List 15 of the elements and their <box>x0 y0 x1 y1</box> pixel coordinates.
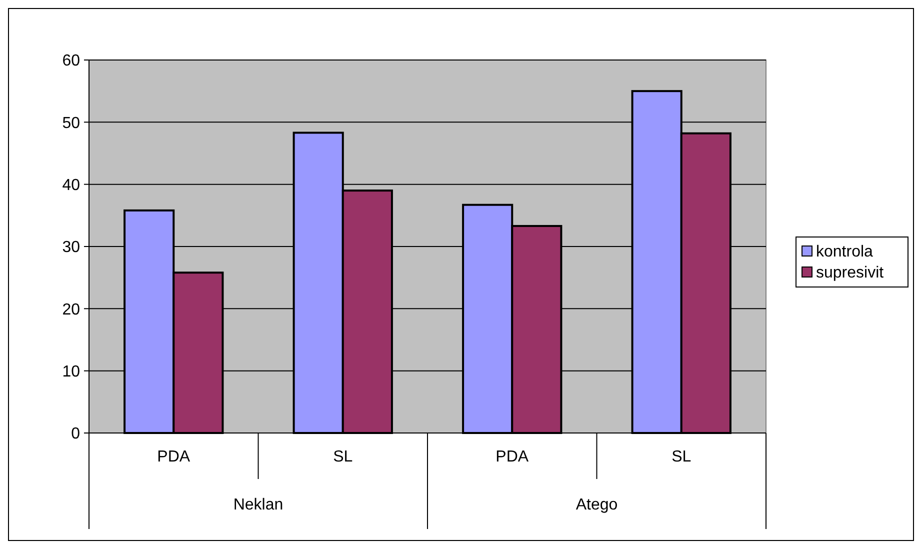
y-tick-label: 60 <box>62 52 80 70</box>
x-tick-label: SL <box>333 448 353 466</box>
text: Atego <box>576 496 618 514</box>
x-tick-label: SL <box>672 448 692 466</box>
y-tick-label: 10 <box>62 363 80 380</box>
y-tick-label: 50 <box>62 114 80 132</box>
y-tick-label: 30 <box>62 239 80 256</box>
x-tick-label: PDA <box>157 448 190 466</box>
y-tick-label: 0 <box>71 426 80 443</box>
legend-label: supresivit <box>816 264 884 282</box>
y-tick-label: 20 <box>62 301 80 318</box>
text: Neklan <box>233 496 284 514</box>
x-tick-label: PDA <box>496 448 529 466</box>
y-tick-label: 40 <box>62 176 80 194</box>
legend-label: kontrola <box>816 244 874 261</box>
